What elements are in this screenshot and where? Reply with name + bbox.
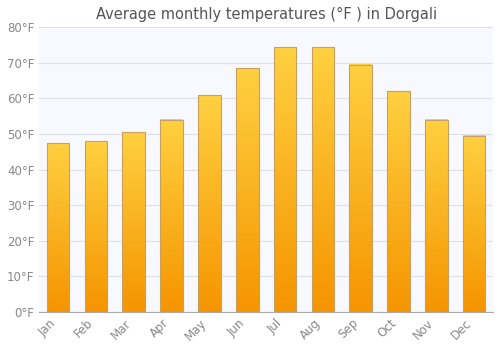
Bar [312,47,334,312]
Bar [350,65,372,312]
Bar [160,120,183,312]
Bar [425,120,448,312]
Bar [46,143,70,312]
Bar [198,95,220,312]
Bar [84,141,108,312]
Bar [274,47,296,312]
Bar [236,68,258,312]
Bar [122,132,145,312]
Bar [463,136,485,312]
Title: Average monthly temperatures (°F ) in Dorgali: Average monthly temperatures (°F ) in Do… [96,7,436,22]
Bar [387,91,410,312]
